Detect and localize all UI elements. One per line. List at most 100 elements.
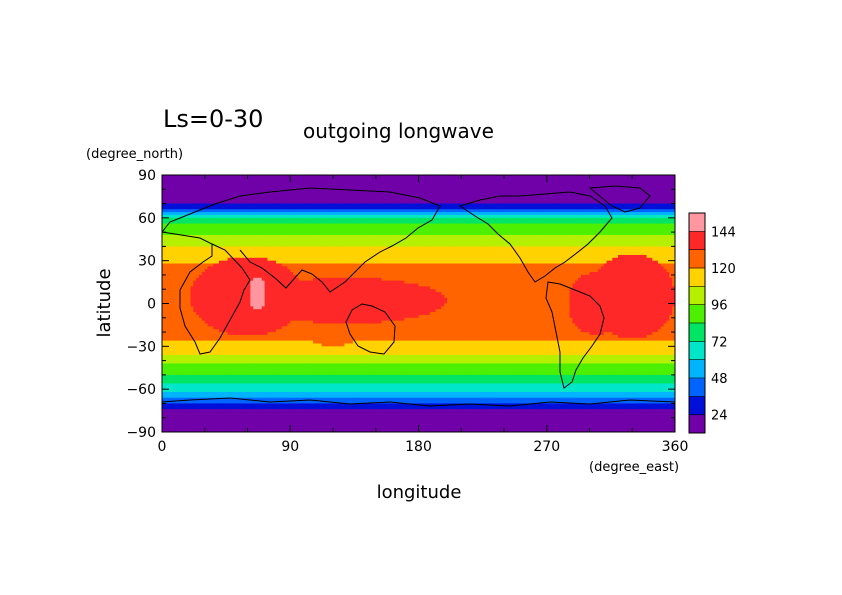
heatmap-cell [404, 252, 408, 256]
heatmap-cell [464, 200, 468, 205]
heatmap-cell [629, 180, 633, 185]
heatmap-cell [535, 246, 539, 250]
heatmap-cell [481, 223, 485, 227]
heatmap-cell [221, 209, 226, 213]
heatmap-cell [264, 234, 268, 239]
heatmap-cell [313, 192, 317, 196]
heatmap-cell [663, 197, 667, 202]
heatmap-cell [501, 180, 505, 185]
heatmap-cell [429, 203, 434, 207]
heatmap-cell [333, 223, 337, 227]
heatmap-cell [515, 249, 519, 253]
heatmap-cell [241, 177, 246, 182]
heatmap-cell [224, 212, 229, 216]
heatmap-cell [498, 180, 502, 185]
heatmap-cell [652, 177, 656, 182]
heatmap-cell [193, 223, 197, 227]
heatmap-cell [466, 209, 471, 213]
heatmap-cell [358, 243, 362, 247]
heatmap-cell [572, 234, 576, 239]
heatmap-cell [592, 192, 596, 196]
heatmap-cell [435, 180, 439, 185]
heatmap-cell [412, 197, 417, 202]
heatmap-cell [464, 223, 468, 227]
heatmap-cell [230, 209, 234, 213]
heatmap-cell [281, 183, 286, 187]
heatmap-cell [592, 234, 596, 239]
heatmap-cell [241, 203, 246, 207]
heatmap-cell [449, 177, 454, 182]
heatmap-cell [381, 229, 385, 233]
heatmap-cell [179, 237, 183, 242]
heatmap-cell [464, 234, 468, 239]
heatmap-cell [344, 214, 348, 219]
heatmap-cell [384, 240, 388, 245]
heatmap-cell [535, 197, 539, 202]
heatmap-cell [264, 189, 268, 193]
heatmap-cell [201, 249, 206, 253]
heatmap-cell [586, 246, 590, 250]
heatmap-cell [238, 200, 243, 205]
heatmap-cell [655, 189, 659, 193]
heatmap-cell [643, 212, 647, 216]
heatmap-cell [435, 177, 439, 182]
heatmap-cell [350, 232, 354, 236]
heatmap-cell [179, 180, 183, 185]
heatmap-cell [643, 232, 647, 236]
heatmap-cell [523, 246, 528, 250]
heatmap-cell [375, 217, 380, 222]
heatmap-cell [330, 226, 334, 230]
heatmap-cell [278, 249, 283, 253]
heatmap-cell [458, 177, 462, 182]
heatmap-cell [518, 234, 522, 239]
heatmap-cell [199, 189, 203, 193]
heatmap-cell [532, 214, 536, 219]
heatmap-cell [409, 223, 414, 227]
heatmap-cell [469, 197, 474, 202]
heatmap-cell [298, 252, 303, 256]
heatmap-cell [609, 229, 613, 233]
heatmap-cell [583, 240, 588, 245]
heatmap-cell [586, 186, 590, 190]
heatmap-cell [518, 240, 522, 245]
heatmap-cell [623, 220, 628, 225]
heatmap-cell [327, 249, 331, 253]
heatmap-cell [452, 249, 457, 253]
heatmap-cell [392, 192, 397, 196]
heatmap-cell [204, 214, 209, 219]
heatmap-cell [230, 214, 234, 219]
heatmap-cell [486, 237, 491, 242]
heatmap-cell [207, 237, 211, 242]
heatmap-cell [361, 175, 365, 179]
heatmap-cell [333, 177, 337, 182]
heatmap-cell [241, 197, 246, 202]
heatmap-cell [501, 177, 505, 182]
heatmap-cell [609, 223, 613, 227]
heatmap-cell [335, 197, 340, 202]
heatmap-cell [415, 246, 419, 250]
heatmap-cell [295, 229, 300, 233]
heatmap-cell [298, 203, 303, 207]
heatmap-cell [193, 252, 197, 256]
heatmap-cell [558, 232, 562, 236]
heatmap-cell [210, 189, 214, 193]
heatmap-cell [612, 194, 616, 199]
heatmap-cell [657, 240, 662, 245]
heatmap-cell [204, 234, 209, 239]
heatmap-cell [418, 183, 422, 187]
heatmap-cell [424, 243, 428, 247]
heatmap-cell [318, 234, 323, 239]
heatmap-cell [210, 237, 214, 242]
heatmap-cell [270, 177, 274, 182]
heatmap-cell [384, 194, 388, 199]
heatmap-cell [407, 220, 411, 225]
heatmap-cell [350, 243, 354, 247]
heatmap-cell [620, 237, 625, 242]
heatmap-cell [466, 226, 471, 230]
heatmap-cell [221, 175, 226, 179]
heatmap-cell [199, 243, 203, 247]
heatmap-cell [466, 197, 471, 202]
heatmap-cell [672, 220, 676, 225]
heatmap-cell [307, 252, 311, 256]
heatmap-cell [287, 183, 291, 187]
